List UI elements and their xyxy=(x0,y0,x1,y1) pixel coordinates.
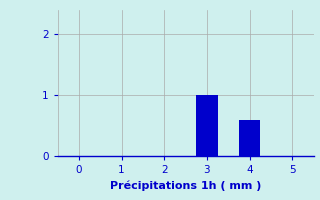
Bar xyxy=(196,95,218,156)
Bar xyxy=(239,119,260,156)
X-axis label: Précipitations 1h ( mm ): Précipitations 1h ( mm ) xyxy=(110,181,261,191)
